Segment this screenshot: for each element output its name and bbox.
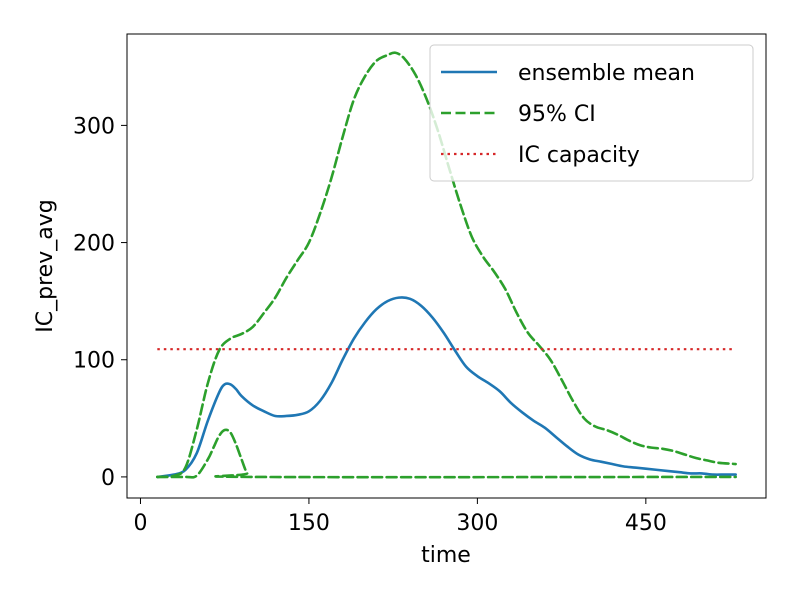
legend: ensemble mean 95% CI IC capacity [429, 44, 754, 182]
x-axis-ticks: 0 150 300 450 [133, 498, 667, 536]
y-axis-label: IC_prev_avg [33, 199, 58, 332]
x-tick-label: 150 [288, 511, 330, 536]
x-tick-label: 450 [625, 511, 667, 536]
plot-area-frame [126, 33, 767, 499]
legend-label-ic-capacity: IC capacity [518, 143, 640, 168]
x-tick-label: 0 [133, 511, 147, 536]
y-tick-label: 300 [73, 114, 115, 139]
x-tick-label: 300 [456, 511, 498, 536]
y-tick-label: 100 [73, 349, 115, 374]
legend-label-ensemble-mean: ensemble mean [518, 61, 695, 86]
y-tick-label: 0 [101, 466, 115, 491]
y-tick-label: 200 [73, 232, 115, 257]
legend-label-95-ci: 95% CI [518, 102, 596, 127]
legend-box [429, 44, 754, 182]
series-line-unlabeled-2 [156, 428, 737, 479]
x-axis-label: time [421, 543, 471, 568]
y-axis-ticks: 0 100 200 300 [73, 114, 127, 491]
series-line-ensemble-mean-0 [156, 296, 737, 479]
